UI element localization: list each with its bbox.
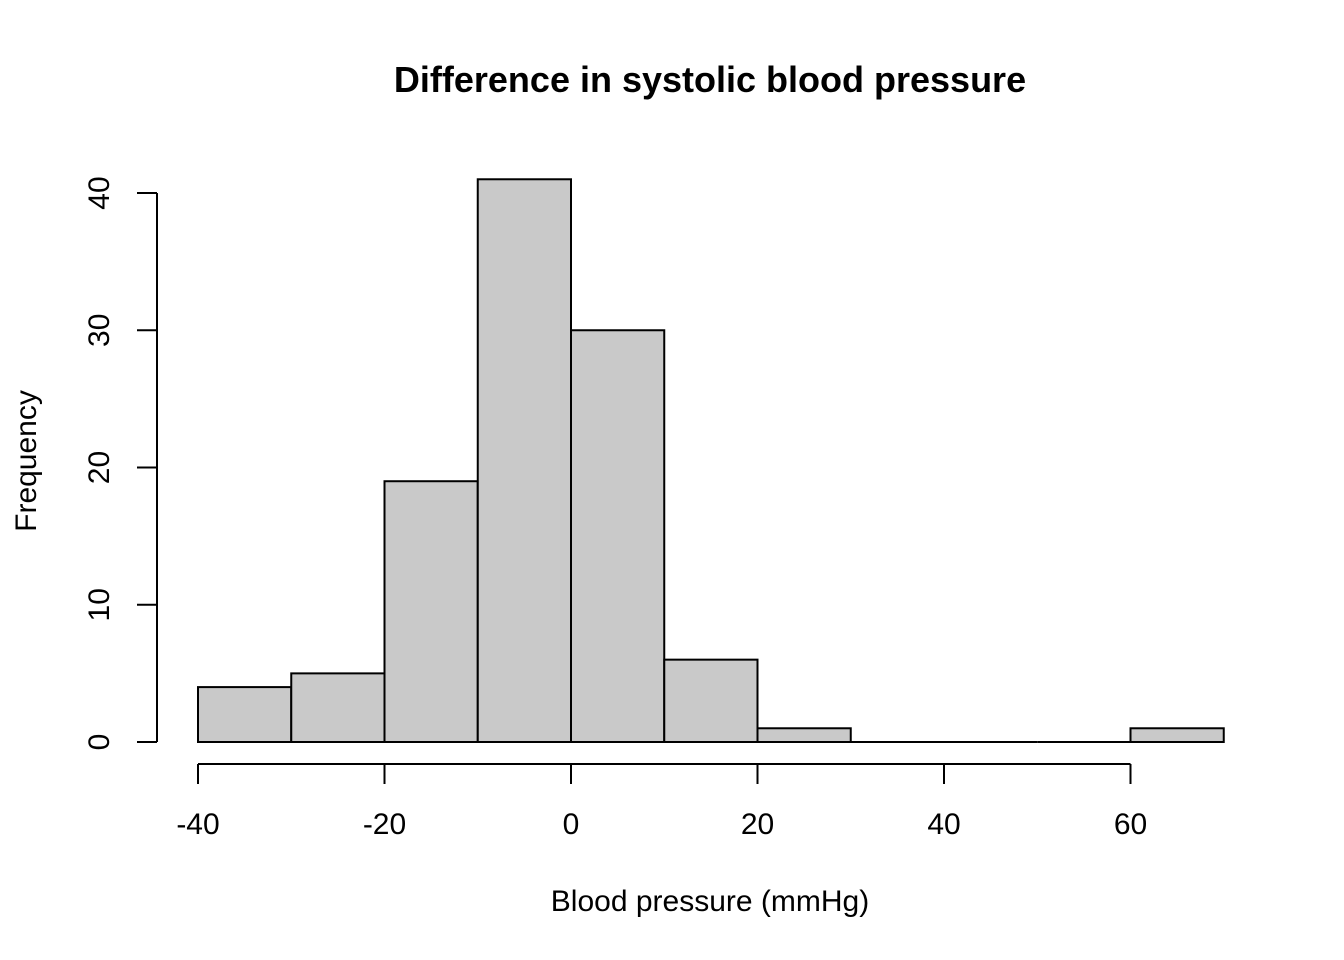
- x-tick-label: 60: [1114, 808, 1147, 841]
- histogram-bar-6: [756, 727, 852, 744]
- histogram-bar-10: [1129, 727, 1225, 744]
- y-tick-label: 20: [83, 451, 116, 484]
- y-axis: 0 10 20 30 40: [83, 176, 158, 751]
- chart-title: Difference in systolic blood pressure: [394, 59, 1026, 100]
- x-tick-label: 20: [741, 808, 774, 841]
- histogram-bar-3: [476, 178, 572, 743]
- x-axis: -40 -20 0 20 40 60: [176, 763, 1147, 841]
- y-tick-label: 0: [83, 734, 116, 751]
- y-tick-label: 30: [83, 314, 116, 347]
- histogram-bars: [197, 178, 1225, 744]
- histogram-bar-4: [570, 329, 666, 743]
- x-tick-label: -20: [363, 808, 406, 841]
- y-tick-label: 40: [83, 176, 116, 209]
- histogram-bar-1: [290, 672, 386, 743]
- y-axis-label: Frequency: [10, 390, 43, 532]
- y-tick-label: 10: [83, 588, 116, 621]
- x-tick-label: 40: [927, 808, 960, 841]
- x-axis-label: Blood pressure (mmHg): [551, 885, 869, 918]
- x-tick-label: -40: [176, 808, 219, 841]
- histogram-bar-5: [663, 658, 759, 744]
- histogram-bar-2: [383, 480, 479, 743]
- x-tick-label: 0: [563, 808, 580, 841]
- histogram-bar-0: [197, 686, 293, 743]
